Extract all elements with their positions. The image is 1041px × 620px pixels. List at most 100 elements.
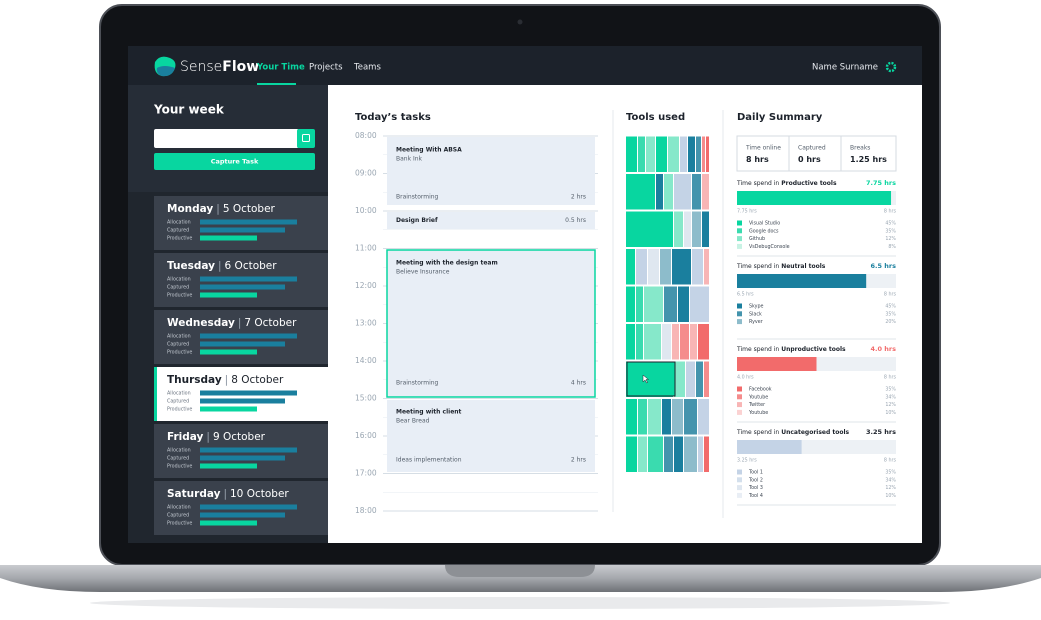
tool-segment <box>696 361 703 397</box>
brand-light: Sense <box>180 59 222 75</box>
nav-link[interactable]: Projects <box>309 63 343 73</box>
heading-prefix: Time spend in <box>736 263 779 270</box>
task-duration: 4 hrs <box>571 380 586 387</box>
hour-label: 15:00 <box>355 394 377 403</box>
tool-share: 12% <box>885 485 896 491</box>
bar-scale-min: 7.75 hrs <box>737 209 757 215</box>
bar-label: Allocation <box>167 220 191 226</box>
legend-swatch <box>737 394 742 400</box>
laptop-base <box>0 565 1041 592</box>
day-separator: | <box>218 260 222 272</box>
day-bar <box>200 333 297 339</box>
legend-swatch <box>737 492 742 498</box>
heading-kind: Unproductive tools <box>781 346 846 353</box>
tool-segment <box>664 286 677 322</box>
task-title: Meeting with client <box>396 409 462 416</box>
task-duration: 2 hrs <box>571 194 586 201</box>
shadow <box>90 597 950 609</box>
tool-name: Facebook <box>749 387 772 393</box>
task-title: Design Brief <box>396 217 438 224</box>
day-bar <box>200 276 297 282</box>
tool-segment <box>672 249 691 285</box>
task-subtitle: Brainstorming <box>396 380 439 387</box>
hour-label: 12:00 <box>355 281 377 290</box>
tool-segment <box>674 174 691 210</box>
legend-swatch <box>737 319 742 325</box>
section-title: Today’s tasks <box>355 112 431 123</box>
capture-button[interactable] <box>154 153 315 170</box>
task-block[interactable] <box>387 212 595 229</box>
tool-segment <box>664 436 673 472</box>
tool-segment <box>626 286 635 322</box>
hour-label: 14:00 <box>355 356 377 365</box>
task-block[interactable] <box>386 249 596 398</box>
tool-segment <box>704 436 709 472</box>
legend-swatch <box>737 243 742 249</box>
tool-share: 34% <box>885 394 896 400</box>
tool-segment <box>698 324 709 360</box>
tool-segment <box>672 324 679 360</box>
capture-button-label[interactable]: Capture Task <box>211 158 259 166</box>
tool-segment <box>690 286 709 322</box>
tool-share: 8% <box>888 244 896 250</box>
tool-segment-selected[interactable] <box>626 361 676 397</box>
nav-link[interactable]: Your Time <box>256 63 305 73</box>
day-bar <box>200 219 297 225</box>
user-name[interactable]: Name Surname <box>812 63 878 73</box>
day-name: Monday <box>167 203 213 215</box>
tool-share: 10% <box>885 410 896 416</box>
day-bar <box>200 504 297 510</box>
bar-label: Allocation <box>167 334 191 340</box>
tool-segment <box>678 286 689 322</box>
task-input[interactable] <box>154 129 299 148</box>
section-heading: Time spend in Productive tools <box>736 180 837 187</box>
bar <box>737 191 892 205</box>
day-bar <box>200 455 285 461</box>
legend-swatch <box>737 220 742 226</box>
task-client: Bank Ink <box>396 156 423 163</box>
hour-label: 18:00 <box>355 506 377 515</box>
tool-segment <box>638 399 647 435</box>
cursor <box>642 374 650 384</box>
day-heading: Wednesday | 7 October <box>167 317 297 329</box>
day-name: Wednesday <box>167 317 235 329</box>
tool-segment <box>680 324 689 360</box>
tool-segment <box>702 174 709 210</box>
logo-icon-shade <box>156 66 175 77</box>
tool-name: Github <box>749 236 765 242</box>
bar-label: Captured <box>167 285 189 291</box>
tool-segment <box>702 211 709 247</box>
tool-segment <box>662 324 671 360</box>
day-bar <box>200 235 257 241</box>
nav-link[interactable]: Teams <box>353 63 381 73</box>
stat-label: Captured <box>798 145 826 152</box>
tool-segment <box>702 136 705 172</box>
tool-share: 12% <box>885 236 896 242</box>
legend-swatch <box>737 485 742 491</box>
task-block[interactable] <box>387 400 595 472</box>
day-heading: Saturday | 10 October <box>167 488 289 500</box>
stat-value: 0 hrs <box>798 155 821 164</box>
bar-label: Productive <box>167 236 192 242</box>
calendar-button[interactable] <box>297 129 315 148</box>
settings-icon[interactable] <box>885 61 897 73</box>
task-subtitle: Brainstorming <box>396 194 439 201</box>
section-total: 4.0 hrs <box>871 345 897 353</box>
day-separator: | <box>223 488 227 500</box>
tool-segment <box>638 436 647 472</box>
tool-share: 35% <box>885 387 896 393</box>
bar-label: Allocation <box>167 448 191 454</box>
bar-scale-max: 8 hrs <box>884 375 897 381</box>
nav-underline <box>257 83 296 85</box>
legend-swatch <box>737 311 742 317</box>
tool-share: 35% <box>885 311 896 317</box>
tool-segment <box>698 436 703 472</box>
task-block[interactable] <box>387 137 595 205</box>
calendar-icon <box>302 134 310 142</box>
tool-segment <box>644 324 661 360</box>
bar-scale-min: 4.0 hrs <box>737 375 754 381</box>
tool-segment <box>662 399 671 435</box>
bar-label: Productive <box>167 464 192 470</box>
